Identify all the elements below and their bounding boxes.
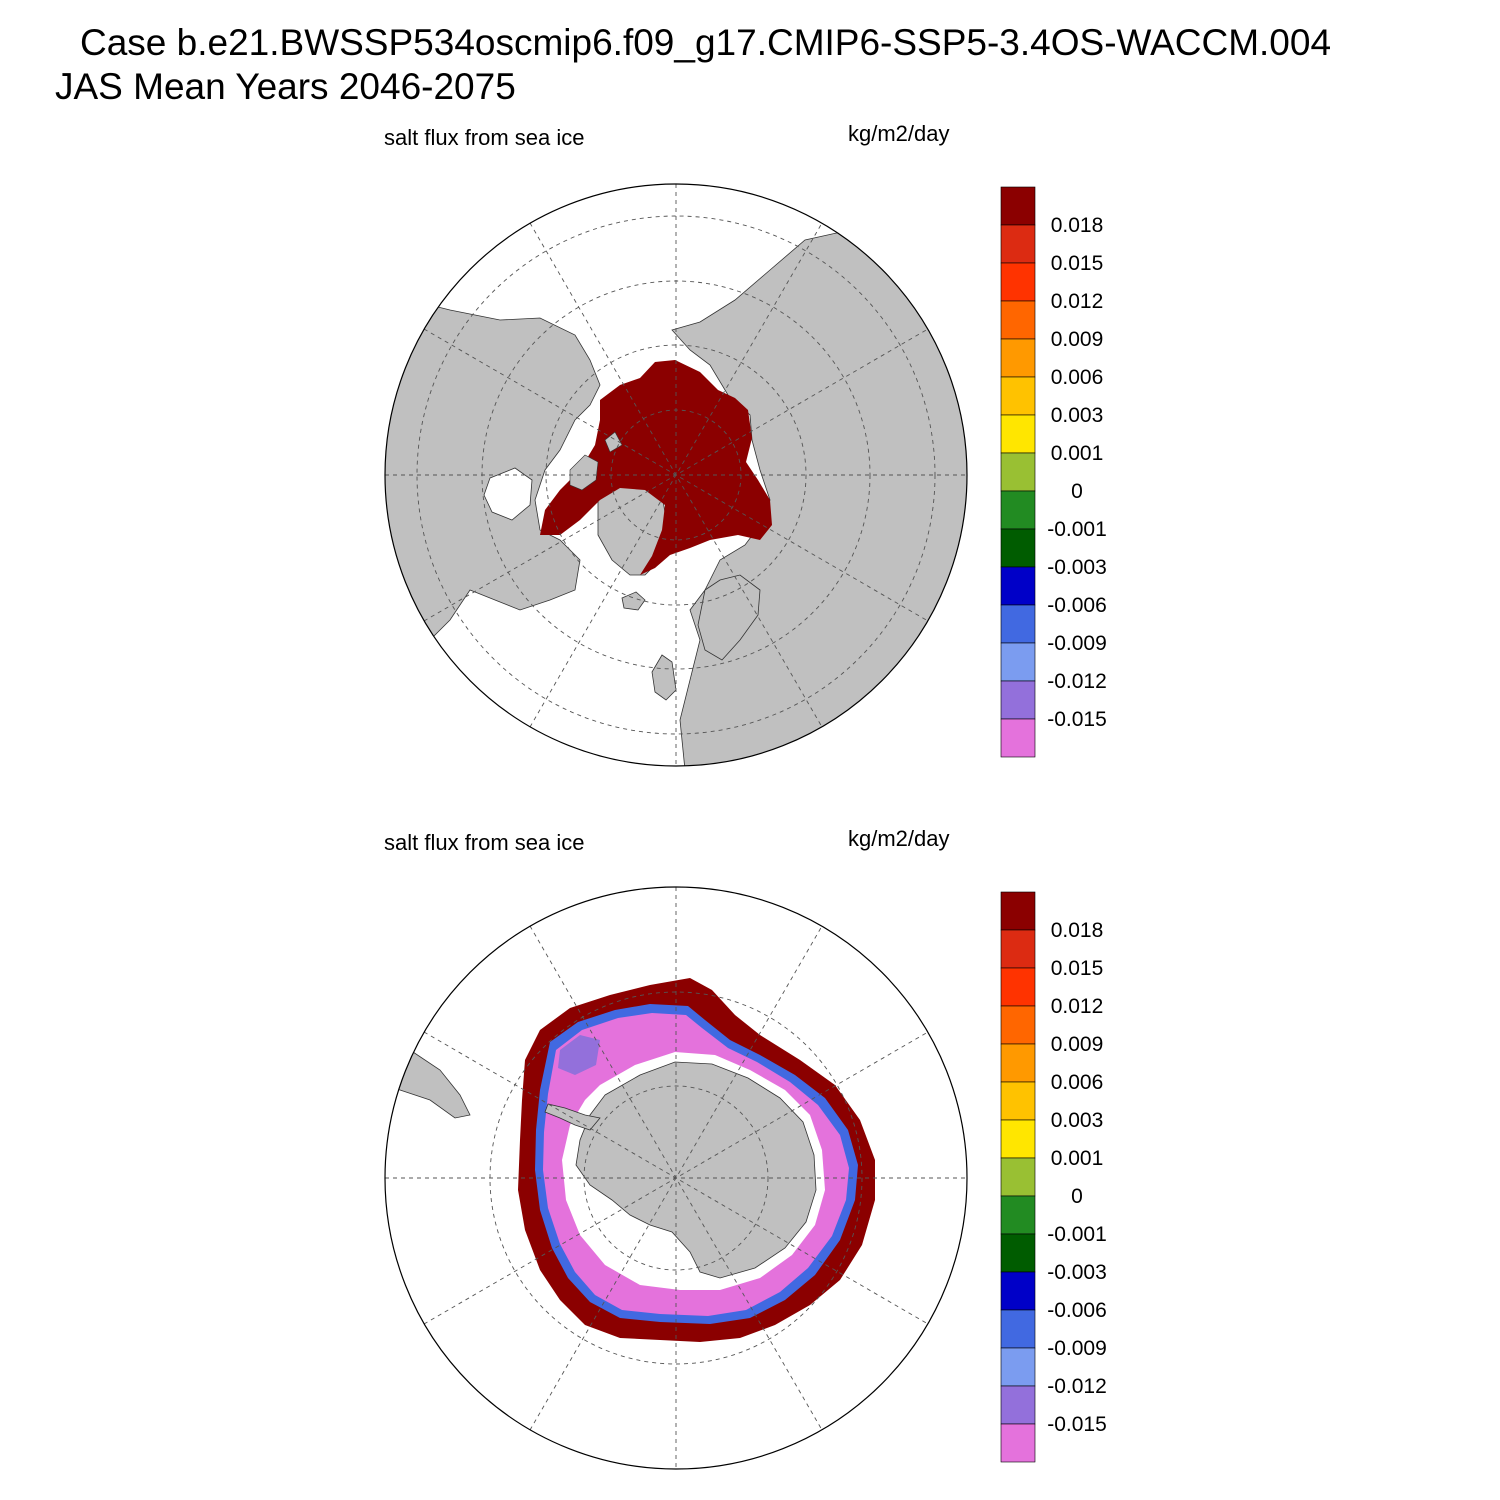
north-colorbar-box bbox=[1000, 718, 1036, 758]
north-colorbar-box bbox=[1000, 604, 1036, 644]
north-ice-salt-flux bbox=[540, 360, 772, 575]
south-colorbar-box bbox=[1000, 1043, 1036, 1083]
south-colorbar-label: 0.009 bbox=[1051, 1033, 1104, 1056]
south-colorbar-label: -0.006 bbox=[1047, 1299, 1107, 1322]
south-colorbar-label: -0.003 bbox=[1047, 1261, 1107, 1284]
north-colorbar-box bbox=[1000, 414, 1036, 454]
north-colorbar-label: -0.009 bbox=[1047, 632, 1107, 655]
north-map-border bbox=[384, 183, 968, 767]
north-colorbar-box bbox=[1000, 186, 1036, 226]
north-colorbar-box bbox=[1000, 566, 1036, 606]
south-land-antarctica bbox=[575, 1061, 817, 1279]
south-ice-weddell-patch bbox=[558, 1035, 600, 1075]
north-colorbar-label: 0.001 bbox=[1051, 442, 1104, 465]
north-polar-map bbox=[384, 183, 968, 767]
south-colorbar-label: -0.009 bbox=[1047, 1337, 1107, 1360]
south-colorbar-box bbox=[1000, 1081, 1036, 1121]
south-colorbar-label: 0.015 bbox=[1051, 957, 1104, 980]
north-colorbar-box bbox=[1000, 262, 1036, 302]
north-colorbar-label: -0.012 bbox=[1047, 670, 1107, 693]
north-land-scandinavia bbox=[697, 574, 761, 661]
south-colorbar-label: 0.018 bbox=[1051, 919, 1104, 942]
south-colorbar-box bbox=[1000, 1423, 1036, 1463]
north-colorbar-label: -0.001 bbox=[1047, 518, 1107, 541]
north-colorbar-label: -0.015 bbox=[1047, 708, 1107, 731]
north-hudson-bay bbox=[483, 467, 533, 521]
north-colorbar-label: 0.012 bbox=[1051, 290, 1104, 313]
north-panel-units: kg/m2/day bbox=[848, 121, 950, 146]
north-colorbar-box bbox=[1000, 642, 1036, 682]
south-colorbar-box bbox=[1000, 929, 1036, 969]
south-colorbar-box bbox=[1000, 967, 1036, 1007]
north-colorbar-label: -0.003 bbox=[1047, 556, 1107, 579]
south-colorbar-label: 0.001 bbox=[1051, 1147, 1104, 1170]
south-colorbar-box bbox=[1000, 1309, 1036, 1349]
north-colorbar-label: 0.009 bbox=[1051, 328, 1104, 351]
north-colorbar-box bbox=[1000, 452, 1036, 492]
south-colorbar-box bbox=[1000, 1005, 1036, 1045]
south-colorbar-box bbox=[1000, 1271, 1036, 1311]
south-colorbar-box bbox=[1000, 1119, 1036, 1159]
south-colorbar-box bbox=[1000, 1385, 1036, 1425]
north-colorbar-box bbox=[1000, 224, 1036, 264]
south-colorbar: 0.018 0.015 0.012 0.009 0.006 0.003 0.001 0 -0.0… bbox=[1000, 891, 1107, 1463]
south-colorbar-label: -0.001 bbox=[1047, 1223, 1107, 1246]
plot-title-line2: JAS Mean Years 2046-2075 bbox=[55, 66, 516, 107]
north-colorbar-label: 0.003 bbox=[1051, 404, 1104, 427]
north-colorbar: 0.018 0.015 0.012 0.009 0.006 0.003 0.001 0 -0.0… bbox=[1000, 186, 1107, 758]
north-colorbar-box bbox=[1000, 338, 1036, 378]
south-graticule bbox=[385, 887, 967, 1469]
north-colorbar-label: 0.006 bbox=[1051, 366, 1104, 389]
south-colorbar-box bbox=[1000, 1233, 1036, 1273]
north-land-iceland bbox=[621, 591, 646, 611]
south-polar-map bbox=[384, 886, 968, 1470]
north-colorbar-label: 0.018 bbox=[1051, 214, 1104, 237]
south-colorbar-box bbox=[1000, 1347, 1036, 1387]
south-panel-left-label: salt flux from sea ice bbox=[384, 830, 585, 855]
north-land-archipelago bbox=[569, 431, 623, 491]
north-colorbar-box bbox=[1000, 300, 1036, 340]
north-colorbar-label: 0.015 bbox=[1051, 252, 1104, 275]
south-colorbar-box bbox=[1000, 1157, 1036, 1197]
north-colorbar-label: -0.006 bbox=[1047, 594, 1107, 617]
north-graticule bbox=[385, 184, 967, 766]
north-colorbar-label: 0 bbox=[1071, 480, 1083, 503]
south-colorbar-label: 0.003 bbox=[1051, 1109, 1104, 1132]
south-map-border bbox=[384, 886, 968, 1470]
north-colorbar-box bbox=[1000, 680, 1036, 720]
south-colorbar-label: -0.012 bbox=[1047, 1375, 1107, 1398]
north-colorbar-box bbox=[1000, 376, 1036, 416]
south-colorbar-box bbox=[1000, 1195, 1036, 1235]
south-colorbar-label: 0 bbox=[1071, 1185, 1083, 1208]
south-panel-units: kg/m2/day bbox=[848, 826, 950, 851]
south-colorbar-label: -0.015 bbox=[1047, 1413, 1107, 1436]
south-colorbar-label: 0.012 bbox=[1051, 995, 1104, 1018]
south-colorbar-box bbox=[1000, 891, 1036, 931]
south-colorbar-label: 0.006 bbox=[1051, 1071, 1104, 1094]
plot-title-line1: Case b.e21.BWSSP534oscmip6.f09_g17.CMIP6… bbox=[80, 22, 1332, 63]
north-colorbar-box bbox=[1000, 528, 1036, 568]
north-panel-left-label: salt flux from sea ice bbox=[384, 125, 585, 150]
north-colorbar-box bbox=[1000, 490, 1036, 530]
